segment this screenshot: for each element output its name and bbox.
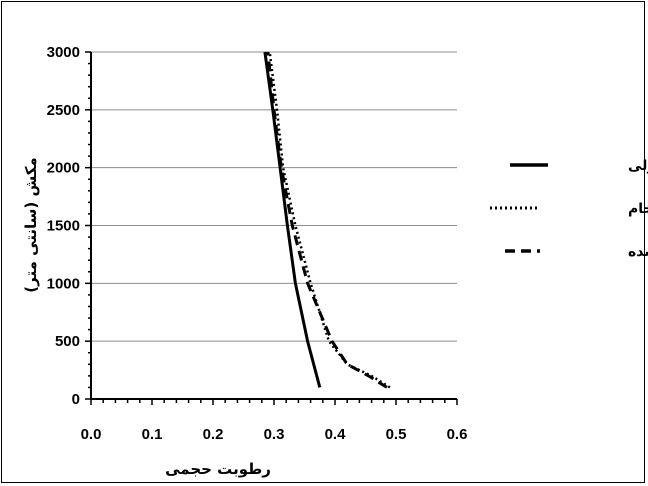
x-tick-label: 0.2 — [203, 426, 224, 443]
y-tick-label: 2000 — [47, 160, 80, 177]
legend-label-3: فاضلاب تصفیه شده — [628, 244, 648, 260]
y-axis-label: مکش (سانتی متر) — [22, 157, 40, 292]
y-tick-label: 3000 — [47, 44, 80, 61]
y-tick-label: 500 — [55, 333, 80, 350]
x-axis-label: رطوبت حجمی — [165, 460, 271, 478]
x-tick-label: 0.1 — [142, 426, 163, 443]
y-tick-label: 1500 — [47, 218, 80, 235]
y-tick-labels: 0 500 1000 1500 2000 2500 3000 — [47, 44, 80, 408]
x-tick-label: 0.0 — [81, 426, 102, 443]
y-tick-label: 1000 — [47, 275, 80, 292]
axes — [85, 51, 458, 405]
y-tick-label: 2500 — [47, 102, 80, 119]
gridlines — [91, 51, 457, 342]
legend-label-1: آب معمولی — [628, 156, 648, 174]
legend: آب معمولی فاضلاب خام فاضلاب تصفیه شده — [490, 156, 648, 260]
series-line-3 — [266, 51, 388, 389]
legend-label-2: فاضلاب خام — [628, 201, 648, 217]
x-tick-label: 0.3 — [264, 426, 285, 443]
y-tick-label: 0 — [72, 391, 80, 408]
series-line-2 — [268, 51, 391, 389]
x-tick-labels: 0.0 0.1 0.2 0.3 0.4 0.5 0.6 — [81, 426, 468, 443]
x-tick-label: 0.4 — [325, 426, 347, 443]
x-tick-label: 0.6 — [447, 426, 468, 443]
series-lines — [263, 51, 391, 389]
x-tick-label: 0.5 — [386, 426, 407, 443]
